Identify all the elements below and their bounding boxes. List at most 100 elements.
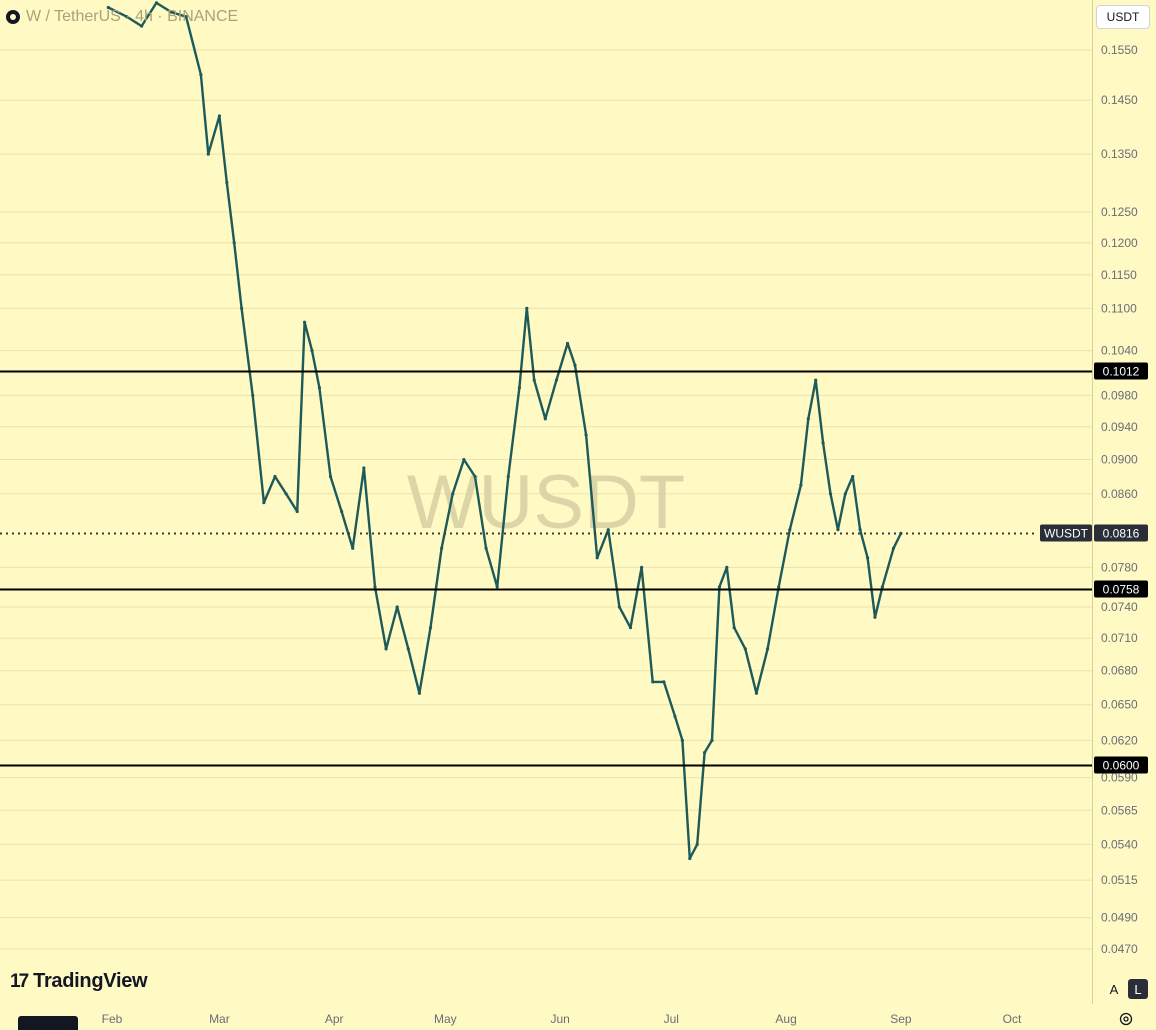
series-point [880,585,884,589]
series-point [821,441,825,445]
price-tick-label: 0.1200 [1101,236,1138,250]
series-point [373,585,377,589]
series-point [140,24,144,28]
price-tick-label: 0.0565 [1101,803,1138,817]
chart-grid [0,0,1093,1004]
auto-scale-button[interactable]: A [1109,981,1119,997]
series-point [702,750,707,755]
series-point [362,466,366,470]
series-point [484,546,488,550]
series-point [506,474,510,479]
series-point [662,680,666,684]
series-point [806,417,810,421]
time-tick-label: Jul [664,1012,679,1026]
series-point [525,306,529,310]
bottom-panel-tab[interactable] [18,1016,78,1030]
time-tick-label: Mar [209,1012,230,1026]
price-level-label: 0.0600 [1103,759,1140,773]
series-point [240,306,244,310]
price-tick-label: 0.0740 [1101,600,1138,614]
settings-gear-icon[interactable] [1118,1011,1134,1027]
series-point [217,114,222,118]
series-point [788,528,792,532]
series-point [232,241,236,245]
series-point [743,647,747,651]
price-tick-label: 0.0900 [1101,453,1138,467]
series-point [873,615,877,619]
series-point [651,680,655,684]
series-point [169,10,173,14]
price-tick-label: 0.0980 [1101,388,1138,402]
symbol-header[interactable]: W / TetherUS · 4h · BINANCE [6,6,238,28]
price-tick-label: 0.1450 [1101,93,1138,107]
series-point [754,691,759,695]
price-series [106,1,903,861]
time-tick-label: Oct [1003,1012,1022,1026]
series-point [606,528,610,532]
series-point [584,433,588,437]
series-point [310,349,314,353]
series-point [251,393,255,397]
symbol-logo-icon [6,10,20,24]
time-tick-label: Aug [775,1012,796,1026]
series-line [107,1,902,860]
price-tick-label: 0.1350 [1101,147,1138,161]
series-point [406,647,410,651]
horizontal-price-lines[interactable]: 0.1012 0.0758 0.0600 WUSDT 0.0816 [0,362,1148,774]
series-point [725,565,729,569]
series-point [395,605,399,609]
time-axis[interactable]: Feb Mar Apr May Jun Jul Aug Sep Oct [102,1012,1022,1026]
price-tick-label: 0.0470 [1101,942,1138,956]
series-point [273,474,277,479]
series-point [295,509,299,514]
series-point [284,492,288,496]
series-point [673,714,677,719]
symbol-name-badge [1040,524,1092,542]
price-tick-label: 0.0515 [1101,873,1138,887]
price-level-badge [1094,580,1148,598]
series-point [532,378,536,382]
price-tick-label: 0.0490 [1101,911,1138,925]
time-tick-label: May [434,1012,457,1026]
series-point [891,546,896,550]
price-tick-label: 0.1040 [1101,344,1138,358]
series-point [688,856,692,861]
price-level-label: 0.0758 [1103,583,1140,597]
series-point [517,386,522,390]
series-point [595,556,599,560]
series-point [717,585,722,589]
series-point [451,492,455,496]
tradingview-logo[interactable]: 17 TradingView [10,970,148,993]
series-point [495,585,499,589]
series-point [384,647,388,651]
series-point [828,492,833,496]
series-point [565,341,570,346]
last-price-label: 0.0816 [1103,527,1140,541]
series-point [843,492,847,496]
price-axis[interactable]: 0.1550 0.1450 0.1350 0.1250 0.1200 0.1150 0.11… [1101,43,1138,956]
series-point [351,546,355,550]
time-tick-label: Sep [890,1012,912,1026]
price-tick-label: 0.0540 [1101,837,1138,851]
series-point [640,565,644,569]
currency-button[interactable]: USDT [1096,5,1150,29]
series-point [302,320,307,324]
price-tick-label: 0.0940 [1101,420,1138,434]
series-point [262,501,266,505]
series-point [710,738,714,742]
series-point [628,626,633,630]
series-point [125,15,129,19]
symbol-name-label: WUSDT [1044,527,1089,541]
price-tick-label: 0.0860 [1101,487,1138,501]
series-point [543,417,547,421]
tradingview-mark-icon: 17 [10,970,29,992]
series-point [814,378,818,382]
series-point [328,474,333,479]
time-tick-label: Jun [550,1012,569,1026]
log-scale-button[interactable]: L [1128,979,1148,999]
series-point [777,585,781,589]
series-point [462,457,466,462]
series-point [732,626,736,630]
price-tick-label: 0.0650 [1101,698,1138,712]
